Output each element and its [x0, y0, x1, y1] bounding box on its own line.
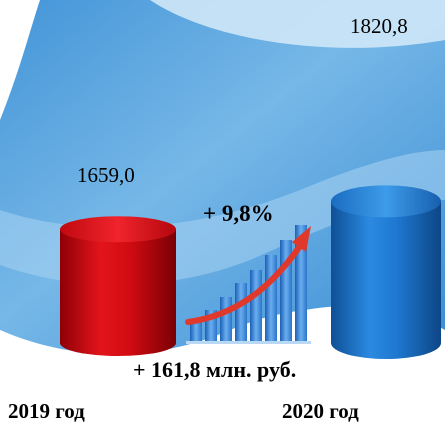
growth-step: [220, 297, 232, 343]
x-axis-category-2020: 2020 год: [282, 399, 359, 423]
growth-chart-icon: [185, 225, 311, 344]
bar-value-label-2020: 1820,8: [350, 14, 408, 38]
background-swirl-light: [150, 0, 445, 48]
bar-body: [60, 229, 176, 356]
bar-2020: [331, 185, 441, 359]
change-absolute-label: + 161,8 млн. руб.: [133, 357, 297, 382]
growth-step: [265, 255, 277, 343]
bar-top-cap: [331, 185, 441, 218]
growth-step: [190, 321, 202, 343]
bar-top-cap: [60, 216, 176, 243]
growth-step: [235, 283, 247, 343]
x-axis-category-2019: 2019 год: [8, 399, 85, 423]
growth-step: [250, 270, 262, 343]
bars: [60, 185, 441, 359]
growth-arrow: [185, 243, 303, 325]
change-percent-label: + 9,8%: [203, 201, 274, 226]
growth-arrow-head: [292, 226, 311, 252]
bar-body: [331, 201, 441, 359]
growth-base: [186, 341, 311, 344]
growth-step: [295, 225, 307, 343]
bar-value-label-2019: 1659,0: [77, 163, 135, 187]
bar-2019: [60, 216, 176, 356]
